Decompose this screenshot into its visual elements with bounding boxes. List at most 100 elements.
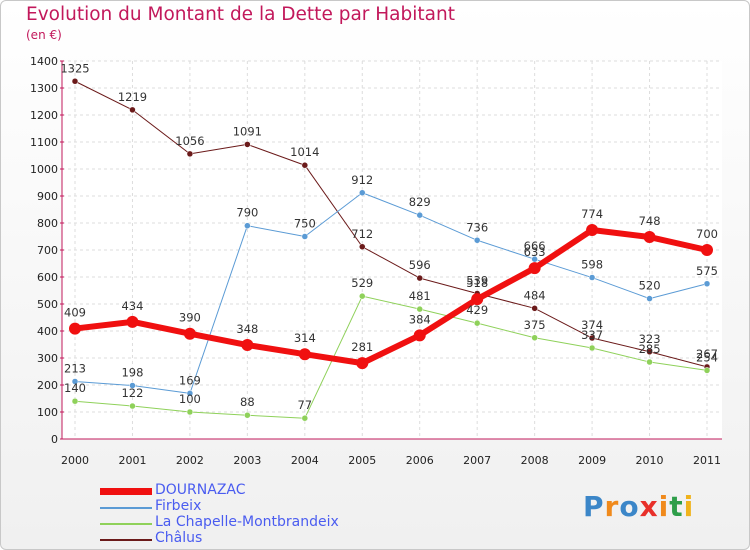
data-point-dournazac: [643, 231, 656, 244]
data-label-chalus: 596: [409, 258, 431, 272]
y-tick-label: 1100: [30, 136, 58, 149]
series-line-chalus: [74, 80, 708, 368]
proxiti-logo: Proxiti: [583, 490, 694, 523]
y-tick-label: 800: [37, 217, 58, 230]
x-tick-label: 2006: [406, 454, 434, 467]
x-tick-label: 2010: [636, 454, 664, 467]
y-tick-label: 500: [37, 298, 58, 311]
logo-letter: P: [583, 490, 605, 523]
x-tick-label: 2003: [233, 454, 261, 467]
y-tick-label: 200: [37, 379, 58, 392]
logo-letter: x: [639, 490, 659, 523]
data-point-firbeix: [646, 295, 653, 302]
legend-swatch-firbeix: [100, 507, 152, 509]
data-point-firbeix: [473, 237, 481, 244]
logo-letter: r: [604, 490, 620, 523]
y-tick-label: 100: [37, 406, 58, 419]
data-point-firbeix: [416, 211, 423, 219]
data-label-firbeix: 169: [179, 373, 201, 387]
data-point-dournazac: [701, 244, 713, 256]
data-point-la-chapelle-montbrandeix: [531, 334, 538, 341]
data-point-firbeix: [359, 189, 366, 197]
data-label-firbeix: 736: [466, 220, 488, 234]
legend-swatch-chalus: [100, 539, 152, 541]
data-point-dournazac: [528, 262, 541, 275]
chart-title: Evolution du Montant de la Dette par Hab…: [26, 4, 455, 25]
data-point-chalus: [244, 141, 251, 148]
series-line-firbeix: [74, 192, 708, 394]
data-point-chalus: [588, 334, 596, 342]
data-label-la-chapelle-montbrandeix: 122: [121, 386, 143, 400]
data-label-chalus: 539: [466, 273, 488, 287]
y-tick-label: 0: [51, 433, 58, 446]
x-tick-label: 2001: [118, 454, 146, 467]
data-point-chalus: [531, 305, 538, 312]
data-point-dournazac: [298, 348, 311, 361]
data-label-dournazac: 390: [179, 311, 201, 325]
data-point-chalus: [129, 106, 136, 114]
data-point-la-chapelle-montbrandeix: [588, 344, 596, 352]
data-point-la-chapelle-montbrandeix: [359, 292, 366, 300]
data-point-la-chapelle-montbrandeix: [473, 319, 481, 327]
logo-letter: i: [658, 490, 670, 523]
series-line-la-chapelle-montbrandeix: [74, 295, 708, 419]
data-label-chalus: 323: [639, 332, 661, 346]
y-tick-label: 1400: [30, 55, 58, 68]
data-point-dournazac: [471, 293, 484, 306]
data-label-firbeix: 750: [294, 217, 316, 231]
data-label-firbeix: 829: [409, 195, 431, 209]
data-label-firbeix: 198: [121, 366, 143, 380]
y-tick-label: 600: [37, 271, 58, 284]
data-label-la-chapelle-montbrandeix: 254: [696, 350, 718, 364]
data-label-firbeix: 912: [351, 173, 373, 187]
data-label-dournazac: 774: [581, 207, 603, 221]
data-label-chalus: 374: [581, 318, 603, 332]
legend-label-chalus: Châlus: [155, 530, 203, 546]
logo-letter: t: [669, 490, 684, 523]
data-label-chalus: 1014: [290, 145, 319, 159]
data-point-chalus: [186, 150, 194, 158]
data-label-chalus: 1325: [60, 61, 89, 75]
data-point-dournazac: [126, 315, 139, 328]
y-tick-label: 700: [37, 244, 58, 257]
data-label-la-chapelle-montbrandeix: 285: [639, 342, 661, 356]
data-label-firbeix: 575: [696, 264, 718, 278]
logo-letter: o: [619, 490, 640, 523]
data-label-firbeix: 213: [64, 361, 86, 375]
series-line-dournazac: [72, 227, 710, 367]
data-label-dournazac: 314: [294, 331, 316, 345]
data-label-dournazac: 700: [696, 227, 718, 241]
data-point-la-chapelle-montbrandeix: [244, 411, 251, 419]
data-point-dournazac: [586, 224, 599, 237]
logo-letter: i: [683, 490, 695, 523]
data-label-chalus: 1056: [175, 134, 204, 148]
x-tick-label: 2009: [578, 454, 606, 467]
x-tick-label: 2011: [693, 454, 721, 467]
data-label-la-chapelle-montbrandeix: 529: [351, 276, 373, 290]
data-label-la-chapelle-montbrandeix: 140: [64, 381, 86, 395]
data-point-la-chapelle-montbrandeix: [301, 414, 309, 422]
legend-label-firbeix: Firbeix: [155, 498, 202, 514]
data-label-la-chapelle-montbrandeix: 77: [297, 398, 312, 412]
y-tick-label: 900: [37, 190, 58, 203]
data-point-chalus: [71, 78, 79, 85]
data-point-la-chapelle-montbrandeix: [71, 397, 79, 405]
data-point-la-chapelle-montbrandeix: [186, 408, 194, 416]
data-label-dournazac: 281: [351, 340, 373, 354]
data-label-firbeix: 790: [236, 206, 258, 220]
data-label-la-chapelle-montbrandeix: 481: [409, 289, 431, 303]
legend-label-la-chapelle-montbrandeix: La Chapelle-Montbrandeix: [155, 514, 339, 530]
y-tick-label: 1000: [30, 163, 58, 176]
data-point-dournazac: [69, 322, 81, 335]
y-tick-label: 300: [37, 352, 58, 365]
y-tick-label: 400: [37, 325, 58, 338]
data-label-firbeix: 666: [524, 239, 546, 253]
data-point-la-chapelle-montbrandeix: [416, 305, 423, 313]
data-point-firbeix: [71, 378, 79, 385]
x-tick-label: 2008: [521, 454, 549, 467]
data-point-la-chapelle-montbrandeix: [129, 402, 136, 410]
data-point-firbeix: [244, 222, 251, 229]
data-label-la-chapelle-montbrandeix: 375: [524, 318, 546, 332]
y-tick-label: 1300: [30, 82, 58, 95]
